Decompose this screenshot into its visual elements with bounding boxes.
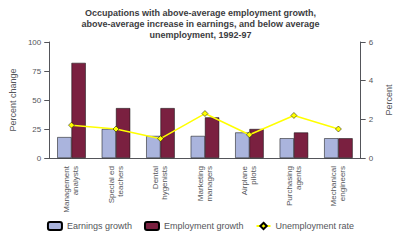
- svg-text:Management: Management: [62, 165, 71, 212]
- svg-text:0: 0: [37, 154, 42, 163]
- svg-text:50: 50: [32, 96, 41, 105]
- svg-text:agents: agents: [294, 166, 303, 190]
- svg-text:Airplane: Airplane: [240, 165, 249, 195]
- svg-text:Dental: Dental: [151, 166, 160, 189]
- svg-text:managers: managers: [205, 166, 214, 202]
- svg-text:2: 2: [369, 115, 374, 124]
- svg-text:Employment growth: Employment growth: [164, 221, 244, 231]
- svg-text:hygenists: hygenists: [160, 166, 169, 200]
- svg-text:pilots: pilots: [249, 166, 258, 185]
- svg-text:6: 6: [369, 38, 374, 47]
- svg-text:25: 25: [32, 125, 41, 134]
- svg-text:Special ed: Special ed: [107, 166, 116, 203]
- svg-text:above-average increase in earn: above-average increase in earnings, and …: [81, 19, 319, 29]
- svg-text:analysts: analysts: [71, 166, 80, 195]
- svg-text:teachers: teachers: [116, 166, 125, 197]
- svg-text:Occupations with above-average: Occupations with above-average employmen…: [85, 8, 316, 18]
- svg-text:4: 4: [369, 76, 374, 85]
- svg-text:Marketing: Marketing: [196, 166, 205, 201]
- svg-text:Earnings growth: Earnings growth: [67, 221, 132, 231]
- svg-text:unemployment, 1992-97: unemployment, 1992-97: [149, 30, 251, 40]
- svg-text:engineers: engineers: [338, 166, 347, 201]
- svg-text:75: 75: [32, 67, 41, 76]
- svg-text:0: 0: [369, 154, 374, 163]
- svg-text:Purchasing: Purchasing: [285, 166, 294, 206]
- svg-text:Percent: Percent: [384, 84, 394, 116]
- svg-text:Percent change: Percent change: [8, 68, 18, 131]
- svg-text:Unemployment rate: Unemployment rate: [276, 221, 355, 231]
- svg-text:Mechanical: Mechanical: [329, 166, 338, 207]
- svg-text:100: 100: [28, 38, 42, 47]
